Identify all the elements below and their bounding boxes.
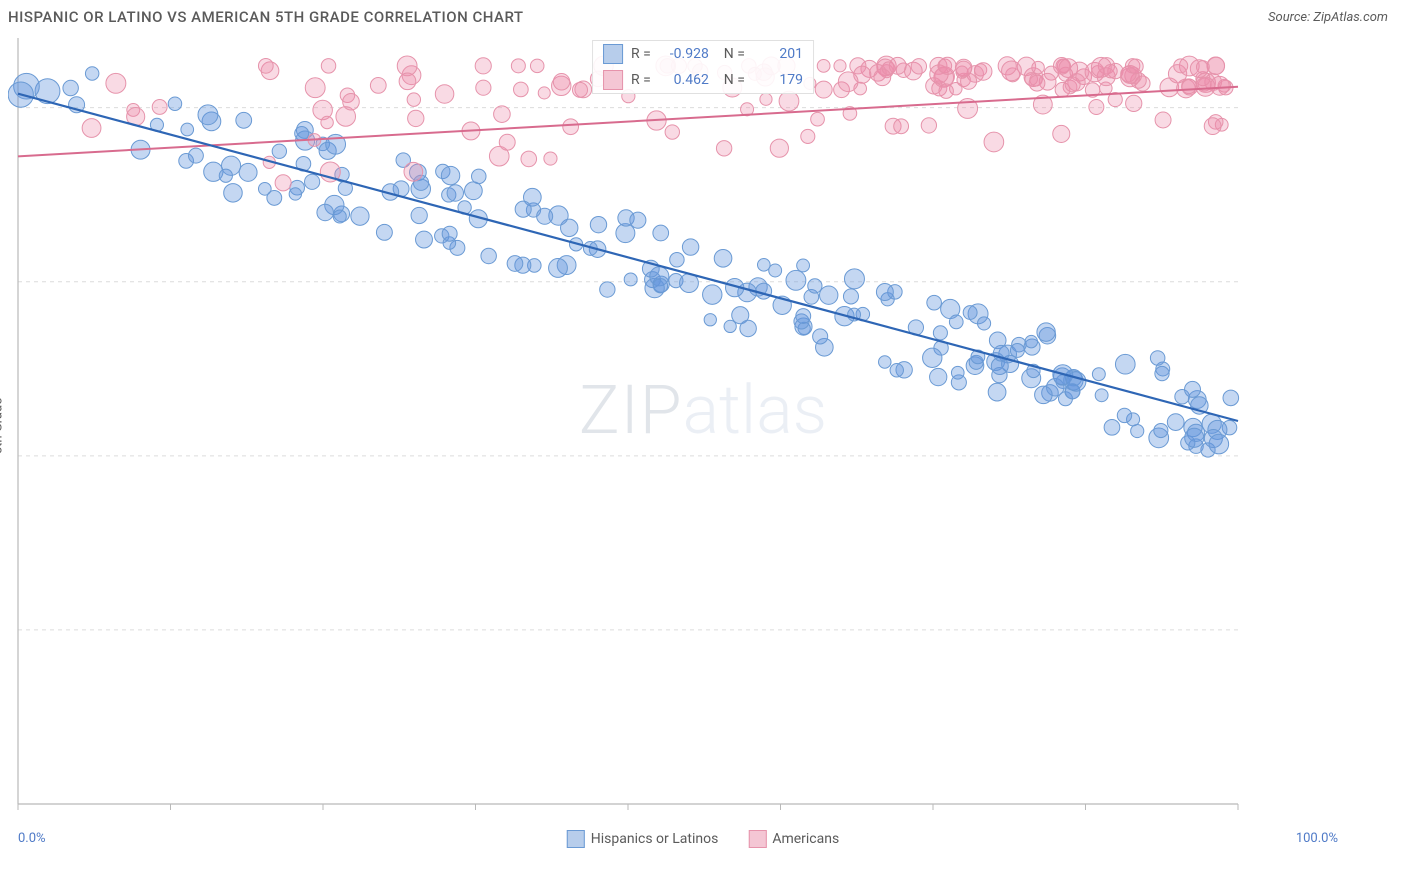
scatter-plot	[8, 34, 1308, 814]
legend-label: Hispanics or Latinos	[591, 831, 719, 847]
legend-item-hispanic: Hispanics or Latinos	[567, 830, 719, 848]
legend-item-american: Americans	[748, 830, 839, 848]
series-legend: Hispanics or Latinos Americans	[567, 830, 839, 848]
chart-title: HISPANIC OR LATINO VS AMERICAN 5TH GRADE…	[8, 8, 524, 26]
stats-legend: R = -0.928 N = 201 R = 0.462 N = 179	[592, 40, 814, 94]
swatch-icon	[603, 70, 623, 90]
y-axis-label: 5th Grade	[0, 398, 6, 454]
swatch-icon	[567, 830, 585, 848]
stats-row-american: R = 0.462 N = 179	[593, 67, 813, 93]
x-tick-max: 100.0%	[1296, 831, 1338, 846]
swatch-icon	[603, 44, 623, 64]
source-label: Source: ZipAtlas.com	[1268, 10, 1388, 25]
x-tick-min: 0.0%	[18, 831, 46, 846]
stats-row-hispanic: R = -0.928 N = 201	[593, 41, 813, 67]
chart-container: 5th Grade ZIPatlas R = -0.928 N = 201 R …	[8, 34, 1398, 818]
swatch-icon	[748, 830, 766, 848]
legend-label: Americans	[772, 831, 839, 847]
